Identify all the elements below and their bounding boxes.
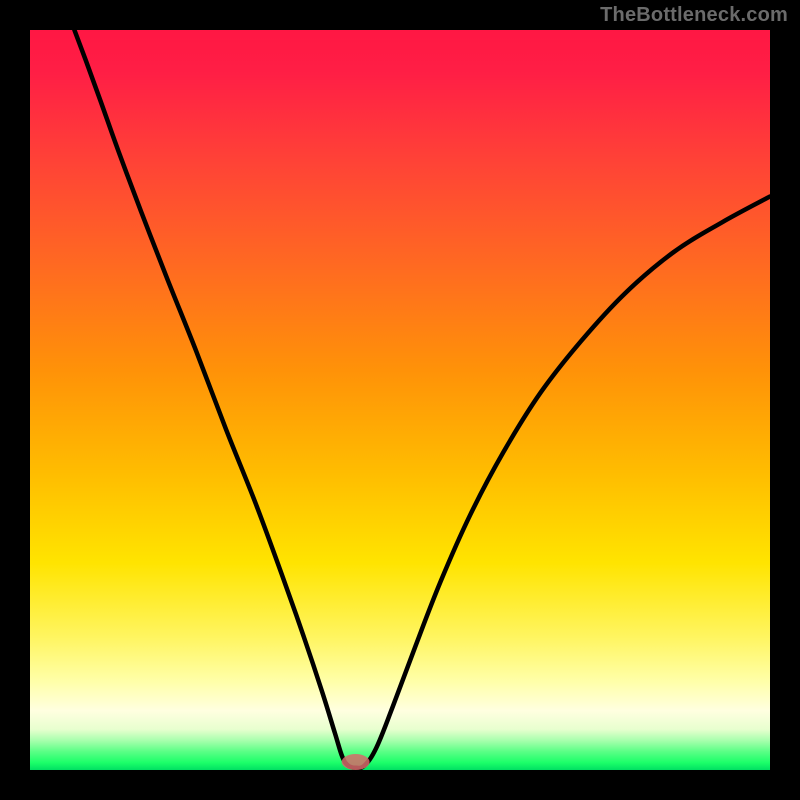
bottleneck-curve-chart bbox=[0, 0, 800, 800]
minimum-marker bbox=[342, 754, 370, 770]
watermark-text: TheBottleneck.com bbox=[600, 4, 788, 27]
gradient-background bbox=[30, 30, 770, 770]
